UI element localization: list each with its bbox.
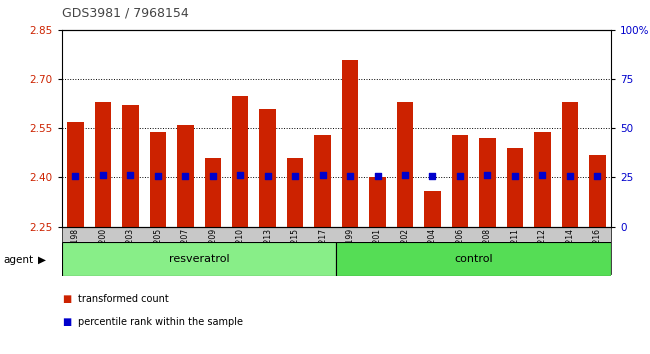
Bar bbox=[259, 109, 276, 227]
Text: percentile rank within the sample: percentile rank within the sample bbox=[78, 317, 243, 327]
Point bbox=[455, 173, 465, 179]
Bar bbox=[205, 158, 221, 227]
Text: ▶: ▶ bbox=[38, 255, 46, 265]
Bar bbox=[452, 135, 468, 227]
Bar bbox=[396, 102, 413, 227]
Point bbox=[207, 173, 218, 179]
Bar bbox=[67, 122, 84, 227]
Point bbox=[125, 172, 136, 178]
Bar bbox=[506, 148, 523, 227]
Bar bbox=[150, 132, 166, 227]
Bar bbox=[342, 59, 358, 227]
Bar bbox=[62, 242, 337, 276]
Point bbox=[180, 173, 190, 179]
Text: GDS3981 / 7968154: GDS3981 / 7968154 bbox=[62, 6, 188, 19]
Point bbox=[70, 173, 81, 179]
Bar bbox=[534, 132, 551, 227]
Point bbox=[290, 173, 300, 179]
Point bbox=[592, 173, 603, 179]
Bar bbox=[424, 190, 441, 227]
Point bbox=[400, 172, 410, 178]
Bar bbox=[369, 177, 386, 227]
Text: control: control bbox=[454, 254, 493, 264]
Text: transformed count: transformed count bbox=[78, 294, 169, 304]
Point bbox=[372, 173, 383, 179]
Point bbox=[153, 173, 163, 179]
Bar bbox=[95, 102, 111, 227]
Bar bbox=[315, 135, 331, 227]
Bar bbox=[177, 125, 194, 227]
Text: ■: ■ bbox=[62, 294, 71, 304]
Bar bbox=[479, 138, 496, 227]
Point bbox=[482, 172, 493, 178]
Point bbox=[565, 173, 575, 179]
Bar bbox=[232, 96, 248, 227]
Bar bbox=[562, 102, 578, 227]
Text: ■: ■ bbox=[62, 317, 71, 327]
Point bbox=[345, 173, 356, 179]
Point bbox=[235, 172, 246, 178]
Point bbox=[537, 172, 547, 178]
Point bbox=[427, 173, 437, 179]
Bar bbox=[122, 105, 138, 227]
Bar bbox=[337, 242, 611, 276]
Point bbox=[510, 173, 520, 179]
Bar bbox=[589, 154, 606, 227]
Text: agent: agent bbox=[3, 255, 33, 265]
Bar bbox=[287, 158, 304, 227]
Text: resveratrol: resveratrol bbox=[169, 254, 229, 264]
Point bbox=[263, 173, 273, 179]
Point bbox=[317, 172, 328, 178]
Point bbox=[98, 172, 108, 178]
